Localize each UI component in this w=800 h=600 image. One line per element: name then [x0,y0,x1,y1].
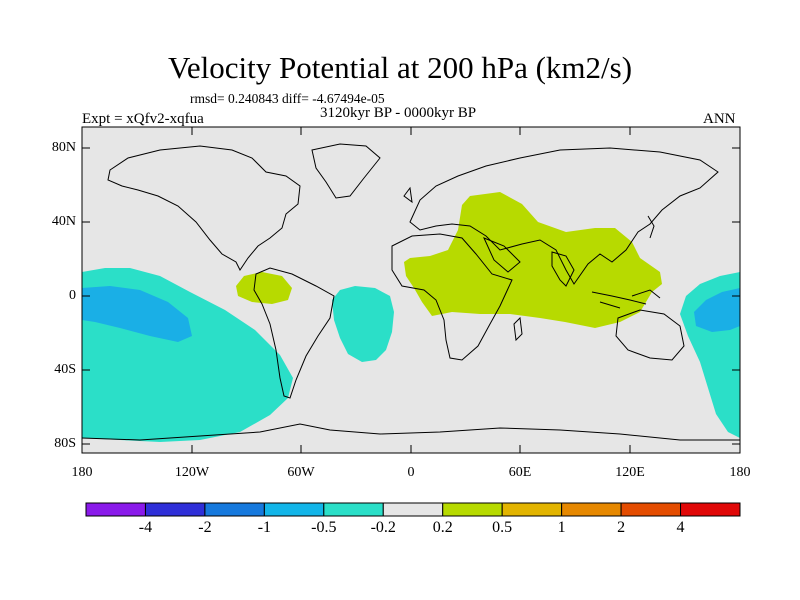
coast-arabia [483,237,521,273]
lat-label-40n: 40N [51,214,76,229]
colorbar-label-7: 1 [557,519,566,536]
neg-region-west-pacific-core [694,288,740,332]
lon-label-180e: 180 [729,465,751,480]
season-label: ANN [703,111,736,127]
coast-uk [403,186,413,204]
lat-label-80n: 80N [51,140,76,155]
colorbar-boxes [85,502,741,517]
lat-label-eq: 0 [69,288,76,303]
colorbar-box-2 [204,502,265,517]
contour-fills [82,192,740,442]
lon-label-60w: 60W [287,465,315,480]
lon-label-180w: 180 [71,465,93,480]
neg-region-atlantic [332,286,394,362]
colorbar-box-7 [501,502,563,517]
coast-india [551,251,575,287]
colorbar-label-5: 0.2 [432,519,453,536]
axis-ticks [81,127,741,453]
coast-japan [647,215,655,239]
colorbar-box-1 [144,502,206,517]
colorbar-label-4: -0.2 [370,519,396,536]
colorbar-box-3 [263,502,325,517]
stats-subtitle: rmsd= 0.240843 diff= -4.67494e-05 [190,91,385,106]
colorbar-box-8 [561,502,622,517]
lat-label-80s: 80S [54,436,76,451]
lon-label-60e: 60E [508,465,532,480]
experiment-label: Expt = xQfv2-xqfua [82,111,204,127]
lon-label-120w: 120W [174,465,210,480]
colorbar-box-0 [85,502,146,517]
coast-australia [615,309,685,361]
colorbar-box-9 [620,502,682,517]
pos-region-south-america [236,272,292,304]
coast-madagascar [513,316,523,342]
lon-label-0: 0 [407,465,415,480]
lon-label-120e: 120E [615,465,645,480]
coast-greenland [311,143,381,199]
coast-africa [391,233,513,361]
colorbar-label-2: -1 [257,519,272,536]
colorbar-label-3: -0.5 [311,519,337,536]
period-label: 3120kyr BP - 0000kyr BP [320,105,477,121]
coastlines [82,143,740,441]
colorbar-box-10 [680,502,741,517]
colorbar-label-8: 2 [617,519,626,536]
colorbar-box-4 [323,502,384,517]
coast-indonesia [591,289,661,309]
colorbar-label-0: -4 [138,519,153,536]
colorbar-box-6 [442,502,503,517]
plot-title: Velocity Potential at 200 hPa (km2/s) [167,50,633,85]
coast-antarctica [82,423,740,441]
colorbar-label-9: 4 [676,519,685,536]
coast-south-america [253,267,335,399]
coast-north-america [107,145,301,271]
lat-label-40s: 40S [54,362,76,377]
colorbar-label-6: 0.5 [492,519,513,536]
neg-region-east-pacific-core [82,286,192,342]
colorbar-label-1: -2 [198,519,212,536]
colorbar-box-5 [382,502,444,517]
coast-eurasia [409,147,719,285]
